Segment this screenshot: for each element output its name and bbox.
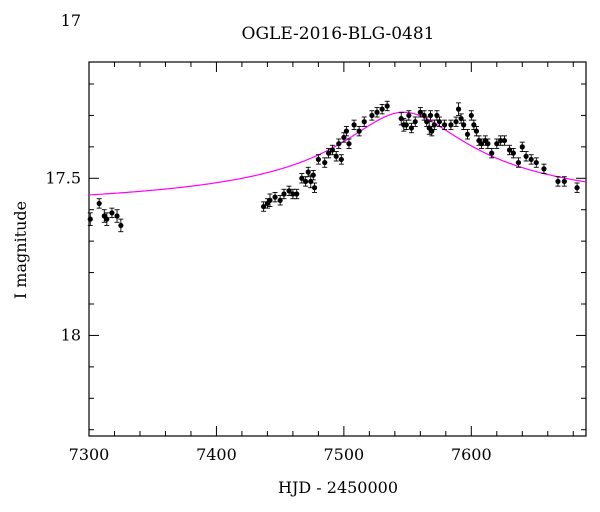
data-point [336,141,342,147]
y-tick-label: 17 [61,11,81,30]
data-point [494,141,500,147]
data-point [455,106,462,112]
data-point [453,119,459,125]
data-point [436,119,443,125]
data-point [260,203,267,210]
data-point [406,112,412,119]
data-point [310,172,316,178]
plot-frame [88,61,587,437]
data-points-layer [87,100,580,233]
data-point [311,185,318,191]
data-point [114,213,120,219]
data-point [361,119,367,125]
data-point [305,169,311,175]
data-point [478,141,485,147]
data-point [431,122,437,128]
data-point [290,191,296,197]
data-point [489,150,495,156]
data-point [473,128,480,134]
data-point [379,106,385,112]
data-point [427,112,434,119]
data-point [533,159,539,166]
y-axis-label: I magnitude [11,201,30,299]
data-point [555,178,561,185]
axis-ticks [88,62,586,436]
data-point [267,197,273,203]
data-point [448,122,454,128]
data-point [343,128,350,134]
data-point [374,109,380,115]
data-point [515,159,522,166]
data-point [272,194,278,200]
data-point [412,119,418,125]
y-tick-label: 17.5 [45,168,81,187]
x-tick-label: 7600 [451,445,492,464]
x-tick-label: 7400 [196,445,237,464]
chart-title: OGLE-2016-BLG-0481 [242,24,435,44]
x-tick-label: 7500 [324,445,365,464]
data-point [498,137,504,144]
data-point [501,137,508,144]
data-point [118,222,124,229]
data-point [338,156,344,163]
data-point [468,112,474,119]
data-point [541,166,547,172]
data-point [384,103,390,109]
data-point [574,185,580,191]
data-point [303,178,309,185]
data-point [519,144,525,150]
data-point [329,147,336,153]
data-point [286,188,292,194]
data-point [403,122,409,128]
data-point [356,128,362,134]
data-point [322,159,328,166]
data-point [523,153,529,159]
data-point [561,178,567,185]
data-point [299,175,305,181]
data-point [441,122,448,128]
data-point [408,125,415,131]
data-point [528,156,534,163]
data-point [277,197,283,203]
data-point [464,131,471,137]
data-point [315,156,321,163]
x-tick-label: 7300 [69,445,110,464]
tick-labels-layer: 7300 7400 7500 7600 17 17.5 18 [45,11,491,464]
data-point [461,122,467,128]
data-point [424,119,430,125]
data-point [369,112,375,119]
x-axis-label: HJD - 2450000 [278,478,398,497]
data-point [417,109,423,115]
data-point [281,191,287,197]
data-point [96,200,102,207]
data-point [109,210,115,216]
data-point [506,147,513,153]
data-point [87,216,93,222]
data-point [346,141,352,147]
data-point [485,141,491,147]
data-point [398,115,404,122]
y-tick-label: 18 [61,325,81,344]
data-point [333,153,339,159]
data-point [325,150,332,156]
data-point [351,122,357,128]
data-point [104,216,110,222]
data-point [510,150,516,156]
data-point [294,191,300,197]
plot-area: 7300 7400 7500 7600 17 17.5 18 [45,11,587,464]
